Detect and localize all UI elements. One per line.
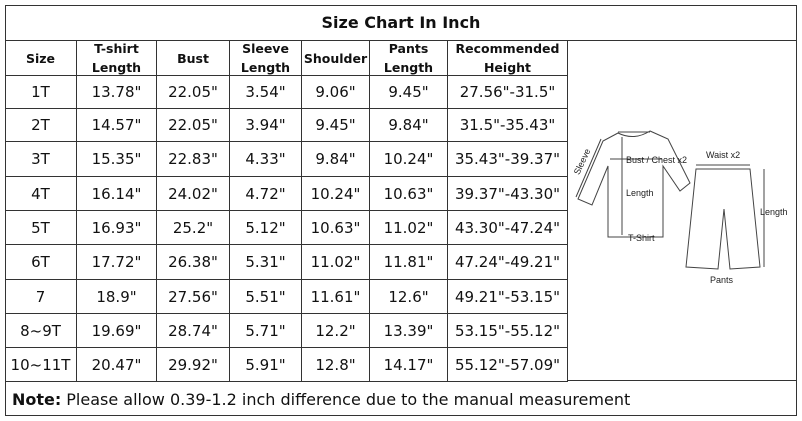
table-cell: 22.05": [157, 76, 230, 109]
column-header: Pants Length: [370, 41, 448, 76]
table-cell: 3.94": [230, 109, 302, 142]
table-cell: 6T: [5, 245, 77, 280]
measurement-diagram: Sleeve Bust / Chest x2 Length T-Shirt Wa…: [572, 129, 788, 285]
note-label: Note:: [12, 389, 62, 409]
table-cell: 1T: [5, 76, 77, 109]
sleeve-arrow: [575, 138, 602, 197]
diagram-label: Bust / Chest x2: [626, 155, 687, 165]
table-cell: 26.38": [157, 245, 230, 280]
table-title: Size Chart In Inch: [5, 5, 797, 41]
table-cell: 5.12": [230, 211, 302, 245]
table-cell: 27.56": [157, 280, 230, 314]
table-cell: 4.72": [230, 177, 302, 211]
table-cell: 5T: [5, 211, 77, 245]
table-cell: 16.93": [77, 211, 157, 245]
table-cell: 13.78": [77, 76, 157, 109]
table-cell: 9.45": [302, 109, 370, 142]
table-cell: 43.30"-47.24": [448, 211, 568, 245]
table-cell: 19.69": [77, 314, 157, 348]
table-cell: 10.24": [370, 142, 448, 177]
table-cell: 11.81": [370, 245, 448, 280]
table-cell: 12.2": [302, 314, 370, 348]
table-cell: 47.24"-49.21": [448, 245, 568, 280]
diagram-label: Pants: [710, 275, 734, 285]
table-cell: 15.35": [77, 142, 157, 177]
table-cell: 13.39": [370, 314, 448, 348]
table-cell: 9.45": [370, 76, 448, 109]
table-cell: 24.02": [157, 177, 230, 211]
table-cell: 22.05": [157, 109, 230, 142]
note: Note: Please allow 0.39-1.2 inch differen…: [12, 383, 630, 415]
table-cell: 17.72": [77, 245, 157, 280]
table-cell: 28.74": [157, 314, 230, 348]
column-header: Recommended Height: [448, 41, 568, 76]
table-cell: 9.84": [370, 109, 448, 142]
table-cell: 7: [5, 280, 77, 314]
table-cell: 10.24": [302, 177, 370, 211]
table-cell: 18.9": [77, 280, 157, 314]
table-cell: 3T: [5, 142, 77, 177]
diagram-label: Waist x2: [706, 150, 740, 160]
table-cell: 39.37"-43.30": [448, 177, 568, 211]
table-cell: 14.57": [77, 109, 157, 142]
table-cell: 5.31": [230, 245, 302, 280]
table-cell: 3.54": [230, 76, 302, 109]
table-cell: 22.83": [157, 142, 230, 177]
table-cell: 5.71": [230, 314, 302, 348]
table-cell: 27.56"-31.5": [448, 76, 568, 109]
table-cell: 29.92": [157, 348, 230, 382]
table-cell: 16.14": [77, 177, 157, 211]
table-cell: 9.84": [302, 142, 370, 177]
table-cell: 5.51": [230, 280, 302, 314]
table-cell: 10.63": [302, 211, 370, 245]
table-cell: 10~11T: [5, 348, 77, 382]
table-cell: 10.63": [370, 177, 448, 211]
table-cell: 11.61": [302, 280, 370, 314]
table-cell: 5.91": [230, 348, 302, 382]
table-cell: 25.2": [157, 211, 230, 245]
diagram-cell: Sleeve Bust / Chest x2 Length T-Shirt Wa…: [568, 41, 797, 381]
note-text: Please allow 0.39-1.2 inch difference du…: [66, 389, 631, 409]
diagram-label: Length: [626, 188, 654, 198]
table-cell: 11.02": [302, 245, 370, 280]
table-cell: 2T: [5, 109, 77, 142]
column-header: Sleeve Length: [230, 41, 302, 76]
column-header: T-shirt Length: [77, 41, 157, 76]
column-header: Size: [5, 41, 77, 76]
table-cell: 12.8": [302, 348, 370, 382]
table-cell: 49.21"-53.15": [448, 280, 568, 314]
table-cell: 4.33": [230, 142, 302, 177]
shirt-outline: [577, 129, 691, 237]
diagram-label: T-Shirt: [628, 233, 655, 243]
table-cell: 12.6": [370, 280, 448, 314]
table-cell: 35.43"-39.37": [448, 142, 568, 177]
diagram-label: Length: [760, 207, 788, 217]
table-cell: 9.06": [302, 76, 370, 109]
table-cell: 55.12"-57.09": [448, 348, 568, 382]
table-cell: 20.47": [77, 348, 157, 382]
table-cell: 31.5"-35.43": [448, 109, 568, 142]
column-header: Shoulder: [302, 41, 370, 76]
table-cell: 14.17": [370, 348, 448, 382]
table-cell: 53.15"-55.12": [448, 314, 568, 348]
table-cell: 11.02": [370, 211, 448, 245]
table-cell: 8~9T: [5, 314, 77, 348]
pants-outline: [685, 168, 761, 270]
table-cell: 4T: [5, 177, 77, 211]
column-header: Bust: [157, 41, 230, 76]
